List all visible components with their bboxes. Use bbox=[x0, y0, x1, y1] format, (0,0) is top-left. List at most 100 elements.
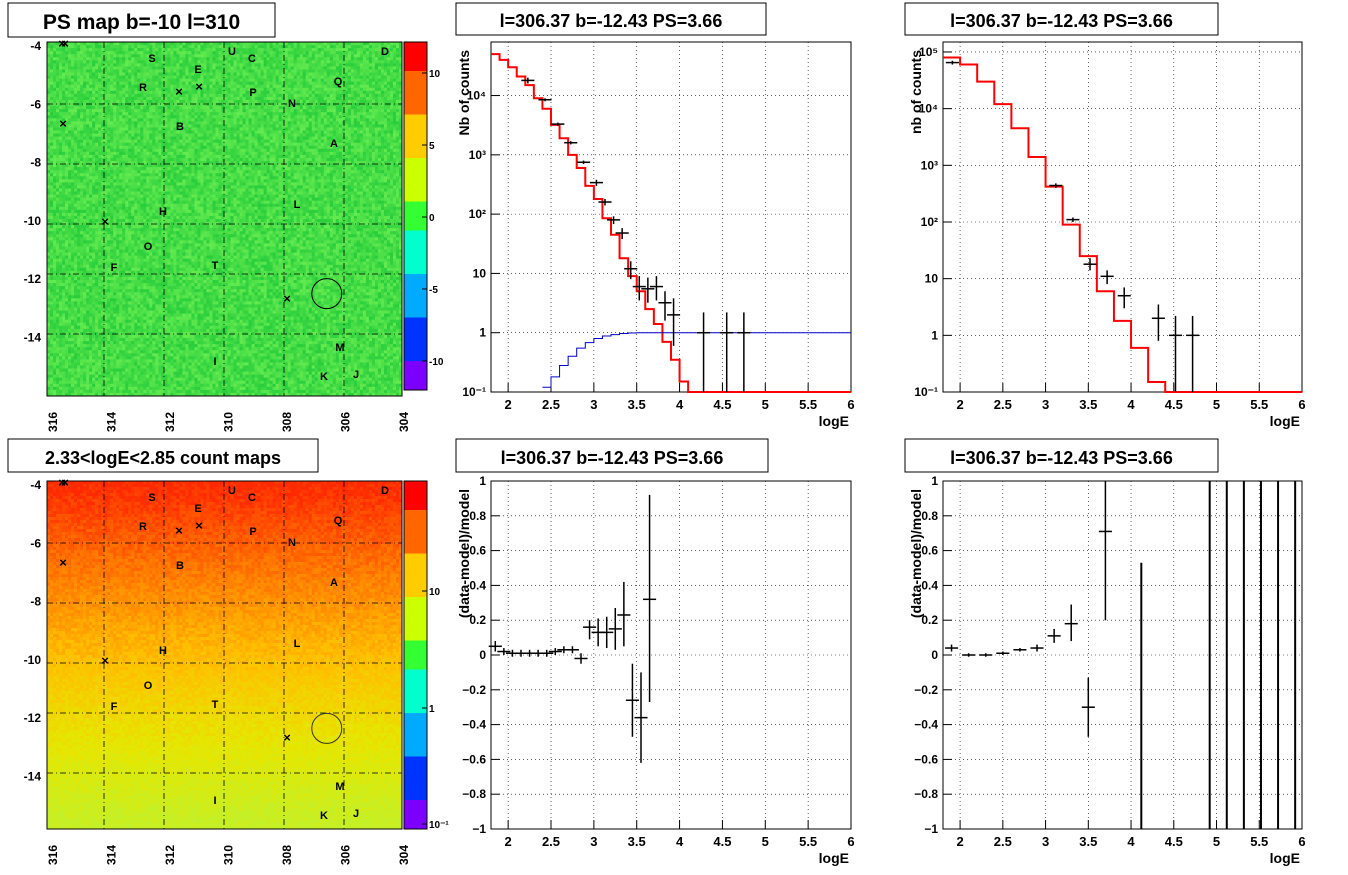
map-cell bbox=[188, 82, 191, 85]
map-cell bbox=[291, 51, 294, 54]
map-cell bbox=[360, 57, 363, 60]
map-cell bbox=[89, 106, 92, 109]
map-cell bbox=[306, 158, 309, 161]
map-cell bbox=[375, 134, 378, 137]
map-cell bbox=[206, 60, 209, 63]
map-cell bbox=[396, 100, 399, 103]
map-cell bbox=[185, 134, 188, 137]
map-cell bbox=[86, 170, 89, 173]
map-cell bbox=[134, 103, 137, 106]
map-cell bbox=[56, 137, 59, 140]
map-cell bbox=[294, 69, 297, 72]
map-cell bbox=[246, 115, 249, 118]
map-cell bbox=[390, 158, 393, 161]
map-cell bbox=[336, 152, 339, 155]
map-cell bbox=[396, 158, 399, 161]
map-cell bbox=[258, 69, 261, 72]
map-cell bbox=[125, 91, 128, 94]
map-cell bbox=[321, 134, 324, 137]
map-cell bbox=[188, 97, 191, 100]
map-cell bbox=[300, 121, 303, 124]
map-cell bbox=[279, 69, 282, 72]
map-cell bbox=[113, 152, 116, 155]
map-cell bbox=[137, 54, 140, 57]
map-cell bbox=[47, 152, 50, 155]
map-cell bbox=[345, 164, 348, 167]
map-cell bbox=[390, 152, 393, 155]
map-cell bbox=[173, 103, 176, 106]
map-cell bbox=[92, 134, 95, 137]
map-cell bbox=[309, 152, 312, 155]
map-cell bbox=[327, 118, 330, 121]
map-cell bbox=[59, 164, 62, 167]
map-cell bbox=[324, 54, 327, 57]
map-cell bbox=[357, 112, 360, 115]
map-cell bbox=[276, 109, 279, 112]
map-cell bbox=[246, 155, 249, 158]
map-cell bbox=[315, 152, 318, 155]
map-cell bbox=[249, 109, 252, 112]
map-cell bbox=[309, 76, 312, 79]
map-cell bbox=[125, 121, 128, 124]
map-cell bbox=[366, 167, 369, 170]
map-cell bbox=[92, 115, 95, 118]
map-cell bbox=[158, 57, 161, 60]
map-cell bbox=[270, 149, 273, 152]
map-cell bbox=[366, 97, 369, 100]
map-cell bbox=[149, 106, 152, 109]
map-cell bbox=[56, 140, 59, 143]
map-cell bbox=[270, 106, 273, 109]
map-cell bbox=[218, 134, 221, 137]
map-cell bbox=[59, 51, 62, 54]
map-cell bbox=[83, 164, 86, 167]
map-cell bbox=[339, 146, 342, 149]
map-cell bbox=[71, 42, 74, 45]
map-cell bbox=[306, 118, 309, 121]
map-cell bbox=[258, 97, 261, 100]
map-cell bbox=[131, 134, 134, 137]
map-cell bbox=[65, 103, 68, 106]
map-cell bbox=[270, 155, 273, 158]
map-cell bbox=[50, 94, 53, 97]
map-cell bbox=[158, 76, 161, 79]
map-cell bbox=[387, 121, 390, 124]
map-cell bbox=[209, 76, 212, 79]
map-cell bbox=[110, 152, 113, 155]
map-cell bbox=[375, 140, 378, 143]
map-cell bbox=[131, 109, 134, 112]
map-cell bbox=[279, 155, 282, 158]
map-cell bbox=[140, 115, 143, 118]
map-cell bbox=[83, 134, 86, 137]
map-cell bbox=[95, 85, 98, 88]
map-cell bbox=[137, 76, 140, 79]
map-cell bbox=[324, 109, 327, 112]
map-cell bbox=[279, 66, 282, 69]
map-cell bbox=[86, 140, 89, 143]
map-cell bbox=[255, 155, 258, 158]
map-cell bbox=[342, 115, 345, 118]
map-cell bbox=[330, 131, 333, 134]
map-cell bbox=[146, 158, 149, 161]
map-cell bbox=[237, 121, 240, 124]
map-cell bbox=[62, 79, 65, 82]
map-cell bbox=[327, 158, 330, 161]
map-cell bbox=[212, 91, 215, 94]
map-cell bbox=[167, 94, 170, 97]
map-cell bbox=[176, 106, 179, 109]
map-cell bbox=[243, 69, 246, 72]
map-cell bbox=[363, 79, 366, 82]
map-cell bbox=[309, 115, 312, 118]
map-cell bbox=[158, 42, 161, 45]
map-cell bbox=[318, 149, 321, 152]
map-cell bbox=[71, 106, 74, 109]
map-cell bbox=[101, 152, 104, 155]
map-cell bbox=[303, 57, 306, 60]
map-cell bbox=[342, 100, 345, 103]
map-cell bbox=[47, 69, 50, 72]
map-cell bbox=[363, 91, 366, 94]
map-cell bbox=[155, 167, 158, 170]
map-cell bbox=[249, 42, 252, 45]
map-cell bbox=[327, 152, 330, 155]
map-cell bbox=[396, 134, 399, 137]
map-cell bbox=[273, 155, 276, 158]
